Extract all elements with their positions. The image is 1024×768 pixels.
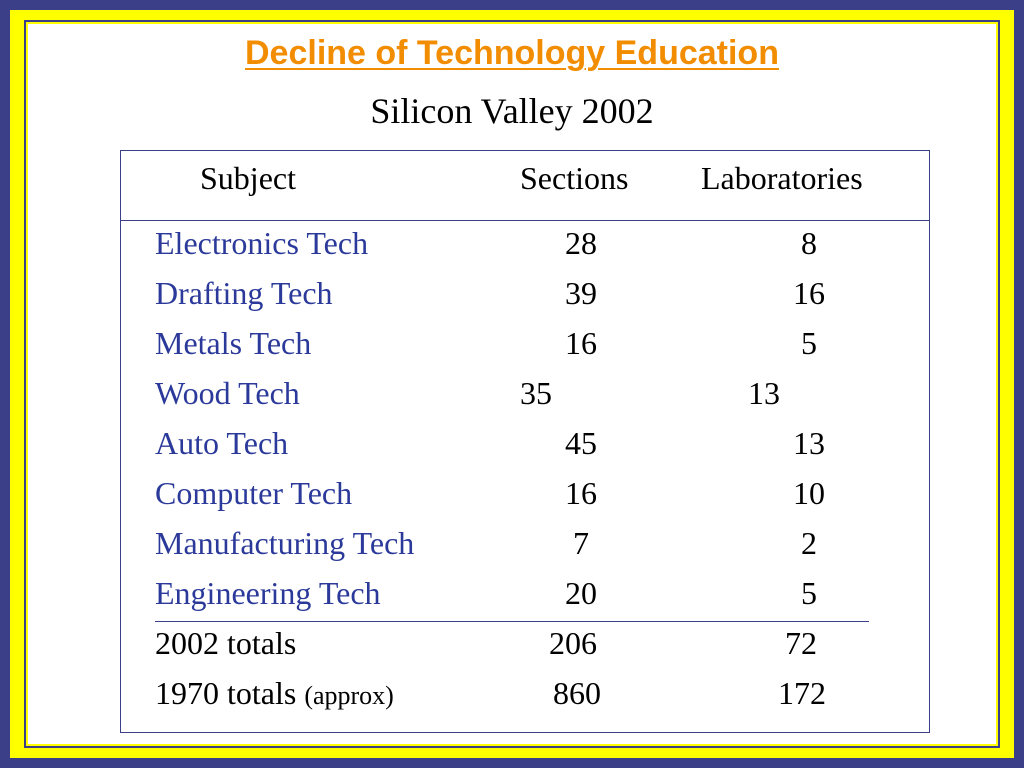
row-subject: Engineering Tech: [155, 575, 381, 611]
slide-subtitle: Silicon Valley 2002: [370, 91, 654, 131]
row-subject: Drafting Tech: [155, 275, 333, 311]
row-subject: Manufacturing Tech: [155, 525, 415, 561]
row-sections: 45: [565, 425, 597, 461]
row-sections: 35: [520, 375, 552, 411]
row-laboratories: 5: [801, 325, 817, 361]
totals-laboratories: 72: [785, 625, 817, 661]
row-laboratories: 13: [748, 375, 780, 411]
totals-label: 1970 totals (approx): [155, 673, 394, 716]
row-sections: 39: [565, 275, 597, 311]
row-laboratories: 5: [801, 575, 817, 611]
row-laboratories: 16: [793, 275, 825, 311]
totals-label-note: (approx): [304, 681, 394, 710]
row-sections: 28: [565, 225, 597, 261]
row-sections: 16: [565, 325, 597, 361]
row-sections: 20: [565, 575, 597, 611]
row-subject: Electronics Tech: [155, 225, 369, 261]
row-laboratories: 13: [793, 425, 825, 461]
totals-sections: 860: [553, 675, 601, 711]
totals-laboratories: 172: [778, 675, 826, 711]
row-laboratories: 8: [801, 225, 817, 261]
row-subject: Metals Tech: [155, 325, 312, 361]
totals-label-text: 1970 totals: [155, 675, 297, 711]
row-subject: Auto Tech: [155, 425, 289, 461]
header-divider: [120, 220, 930, 221]
header-subject: Subject: [200, 160, 296, 196]
row-laboratories: 2: [801, 525, 817, 561]
data-table: [120, 150, 930, 733]
totals-divider: [155, 621, 869, 622]
row-sections: 16: [565, 475, 597, 511]
row-subject: Computer Tech: [155, 475, 353, 511]
row-subject: Wood Tech: [155, 375, 300, 411]
header-sections: Sections: [520, 160, 629, 196]
slide-title: Decline of Technology Education: [245, 34, 779, 72]
row-sections: 7: [573, 525, 589, 561]
totals-label: 2002 totals: [155, 625, 297, 661]
header-laboratories: Laboratories: [701, 160, 863, 196]
slide: Decline of Technology Education Silicon …: [28, 24, 996, 744]
totals-sections: 206: [549, 625, 597, 661]
row-laboratories: 10: [793, 475, 825, 511]
